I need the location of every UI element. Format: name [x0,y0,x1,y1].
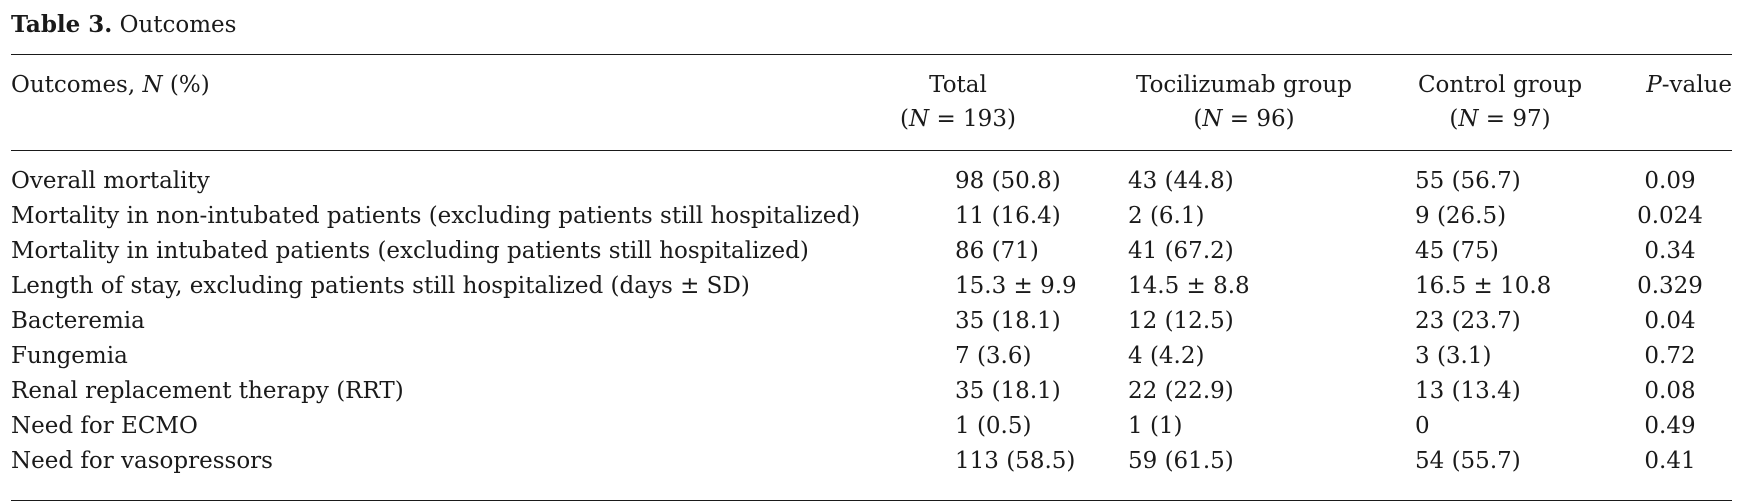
total-cell: 11 (16.4) [955,203,1061,229]
control-cell: 23 (23.7) [1415,308,1521,334]
total-cell: 15.3 ± 9.9 [955,273,1077,299]
control-cell: 55 (56.7) [1415,168,1521,194]
total-cell: 35 (18.1) [955,308,1061,334]
pvalue-cell: 0.024 [1637,203,1703,229]
table-row: Mortality in intubated patients (excludi… [0,234,1744,269]
column-header-control-n: (N = 97) [1449,106,1551,132]
control-cell: 9 (26.5) [1415,203,1507,229]
table-row: Overall mortality 98 (50.8) 43 (44.8) 55 (5… [0,164,1744,199]
table-row: Bacteremia 35 (18.1) 12 (12.5) 23 (23.7) 0.0… [0,304,1744,339]
control-cell: 45 (75) [1415,238,1499,264]
control-cell: 16.5 ± 10.8 [1415,273,1552,299]
total-cell: 113 (58.5) [955,448,1076,474]
tocilizumab-cell: 4 (4.2) [1128,343,1205,369]
outcome-cell: Fungemia [11,343,128,369]
outcome-cell: Overall mortality [11,168,210,194]
table-row: Length of stay, excluding patients still… [0,269,1744,304]
pvalue-cell: 0.72 [1644,343,1696,369]
total-cell: 1 (0.5) [955,413,1032,439]
tocilizumab-cell: 14.5 ± 8.8 [1128,273,1250,299]
column-header-control-name: Control group [1417,72,1583,98]
tocilizumab-cell: 12 (12.5) [1128,308,1234,334]
tocilizumab-cell: 1 (1) [1128,413,1183,439]
table-body: Overall mortality 98 (50.8) 43 (44.8) 55 (5… [0,164,1744,479]
total-cell: 86 (71) [955,238,1039,264]
table-row: Renal replacement therapy (RRT) 35 (18.1)… [0,374,1744,409]
tocilizumab-cell: 2 (6.1) [1128,203,1205,229]
pvalue-cell: 0.41 [1644,448,1696,474]
pvalue-cell: 0.329 [1637,273,1703,299]
outcome-cell: Length of stay, excluding patients still… [11,273,750,299]
outcome-cell: Need for ECMO [11,413,198,439]
column-header-pvalue-label: P-value [1646,72,1732,98]
table-row: Need for vasopressors 113 (58.5) 59 (61.5)… [0,444,1744,479]
table-row: Fungemia 7 (3.6) 4 (4.2) 3 (3.1) 0.72 [0,339,1744,374]
column-header-total: Total (N = 193) [848,68,1068,136]
column-header-outcomes: Outcomes, N (%) [11,68,210,102]
table-caption: Table 3. Outcomes [11,10,236,40]
outcome-cell: Bacteremia [11,308,145,334]
total-cell: 98 (50.8) [955,168,1061,194]
tocilizumab-cell: 43 (44.8) [1128,168,1234,194]
pvalue-cell: 0.08 [1644,378,1696,404]
tocilizumab-cell: 22 (22.9) [1128,378,1234,404]
column-header-tocilizumab: Tocilizumab group (N = 96) [1114,68,1374,136]
control-cell: 0 [1415,413,1430,439]
pvalue-cell: 0.09 [1644,168,1696,194]
column-header-total-name: Total [929,72,987,98]
total-cell: 7 (3.6) [955,343,1032,369]
outcome-cell: Need for vasopressors [11,448,273,474]
pvalue-cell: 0.49 [1644,413,1696,439]
table-row: Mortality in non-intubated patients (exc… [0,199,1744,234]
column-header-total-n: (N = 193) [900,106,1016,132]
column-header-pvalue: P-value [1600,68,1732,102]
table-caption-title: Outcomes [119,12,237,38]
table-bottom-rule [11,500,1732,501]
column-header-tocilizumab-name: Tocilizumab group [1136,72,1352,98]
table-row: Need for ECMO 1 (0.5) 1 (1) 0 0.49 [0,409,1744,444]
column-header-outcomes-label: Outcomes, N (%) [11,72,210,98]
pvalue-cell: 0.04 [1644,308,1696,334]
table-caption-label: Table 3. [11,11,113,38]
column-header-control: Control group (N = 97) [1395,68,1605,136]
tocilizumab-cell: 41 (67.2) [1128,238,1234,264]
control-cell: 3 (3.1) [1415,343,1492,369]
tocilizumab-cell: 59 (61.5) [1128,448,1234,474]
outcome-cell: Mortality in non-intubated patients (exc… [11,203,861,229]
table-top-rule [11,54,1732,55]
outcome-cell: Renal replacement therapy (RRT) [11,378,404,404]
control-cell: 54 (55.7) [1415,448,1521,474]
table-header-rule [11,150,1732,151]
control-cell: 13 (13.4) [1415,378,1521,404]
total-cell: 35 (18.1) [955,378,1061,404]
outcome-cell: Mortality in intubated patients (excludi… [11,238,809,264]
pvalue-cell: 0.34 [1644,238,1696,264]
column-header-tocilizumab-n: (N = 96) [1193,106,1295,132]
